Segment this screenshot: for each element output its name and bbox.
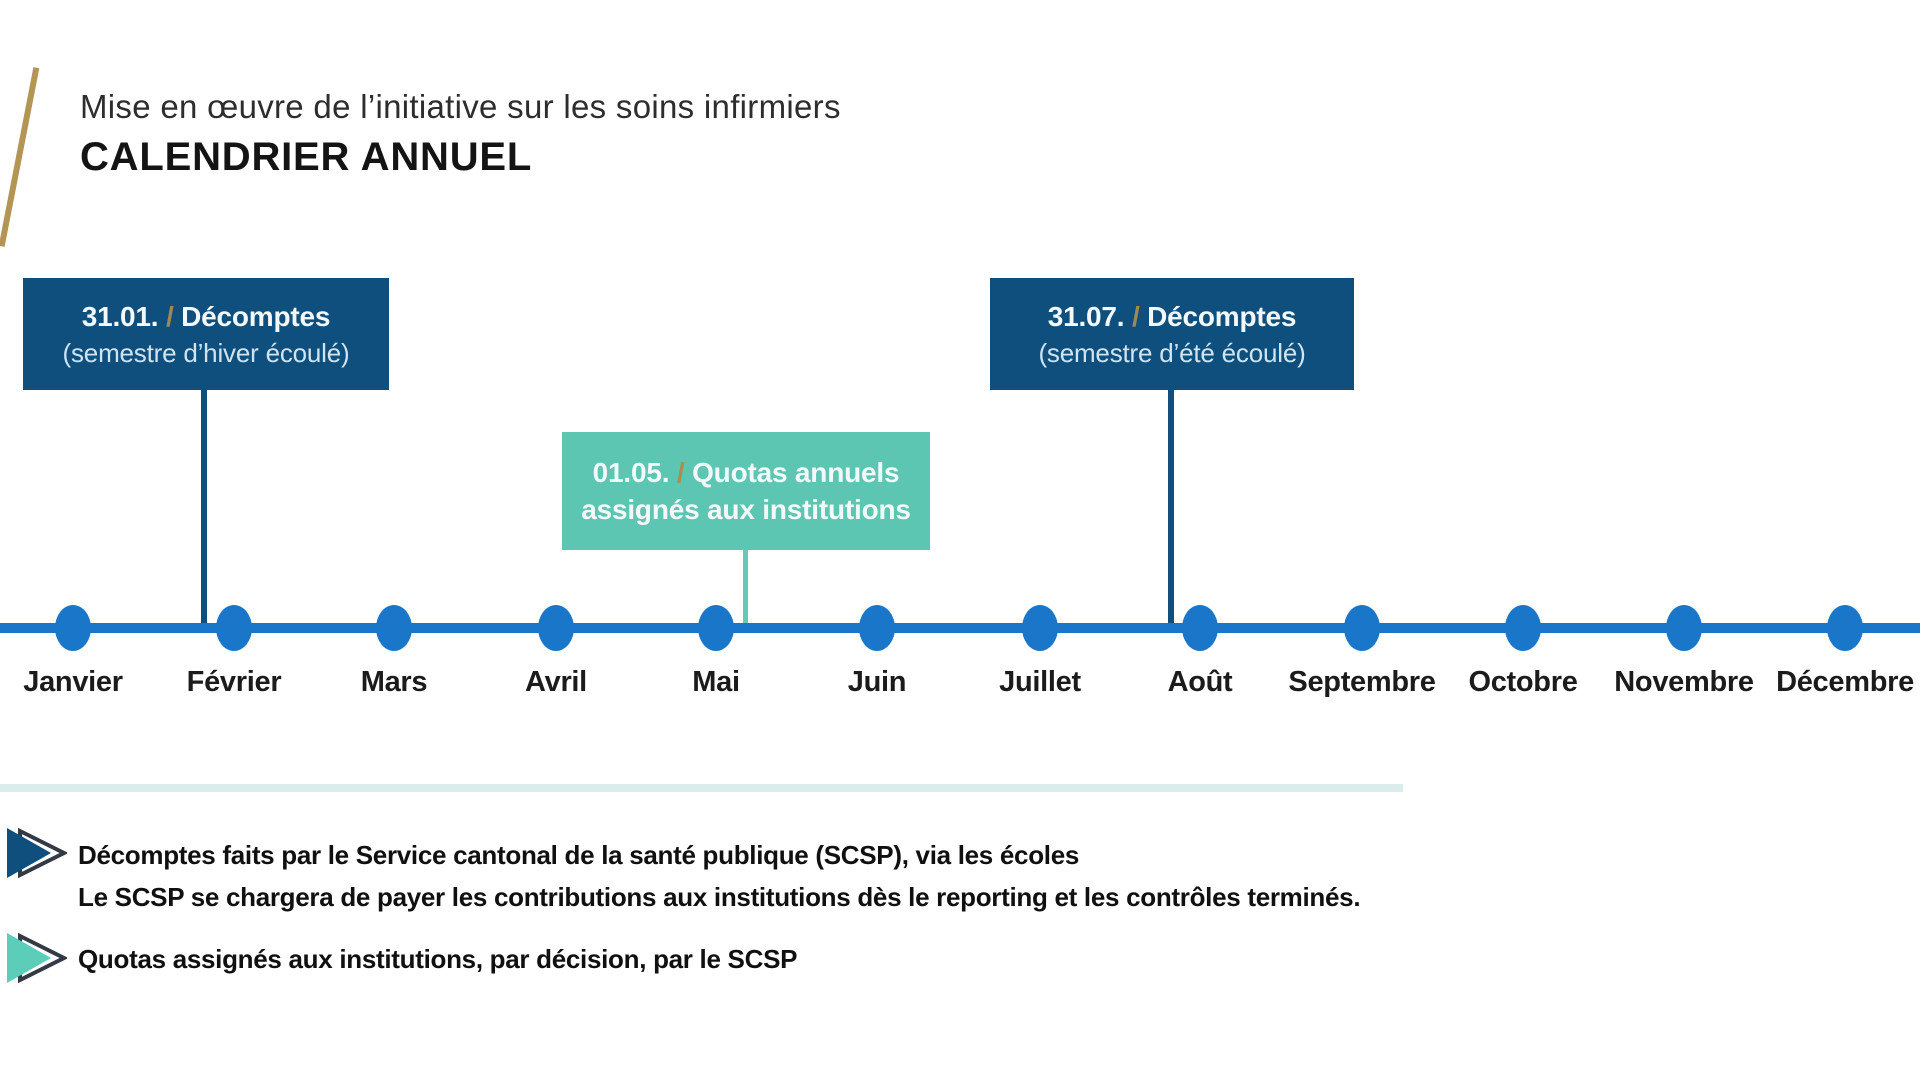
gold-slash-separator: /	[1131, 300, 1140, 332]
month-label-decembre: Décembre	[1776, 666, 1914, 698]
timeline-dot-mai	[698, 605, 734, 651]
timeline-dot-octobre	[1505, 605, 1541, 651]
event-title: 31.07. / Décomptes	[1047, 300, 1297, 332]
month-label-janvier: Janvier	[23, 666, 123, 698]
timeline-dot-novembre	[1666, 605, 1702, 651]
event-date: 01.05.	[592, 456, 670, 488]
event-title: 01.05. / Quotas annuels	[592, 456, 900, 488]
page-subtitle: Mise en œuvre de l’initiative sur les so…	[80, 88, 841, 125]
month-label-aout: Août	[1167, 666, 1233, 698]
timeline-dot-fevrier	[216, 605, 252, 651]
event-connector-31-07	[1168, 390, 1174, 628]
page-title: CALENDRIER ANNUEL	[80, 135, 533, 179]
legend-item-decomptes: Décomptes faits par le Service cantonal …	[78, 834, 1361, 918]
timeline-dot-aout	[1182, 605, 1218, 651]
gold-slash-separator: /	[165, 300, 174, 332]
event-connector-31-01	[201, 390, 207, 628]
month-label-mai: Mai	[692, 666, 740, 698]
legend-line: Le SCSP se chargera de payer les contrib…	[78, 882, 1361, 912]
gold-slash-decoration	[0, 67, 40, 247]
legend-line: Décomptes faits par le Service cantonal …	[78, 840, 1080, 870]
month-label-juillet: Juillet	[999, 666, 1081, 698]
event-box-31-07: 31.07. / Décomptes (semestre d’été écoul…	[990, 278, 1354, 390]
month-label-fevrier: Février	[186, 666, 282, 698]
month-label-septembre: Septembre	[1288, 666, 1436, 698]
event-label: Quotas annuels	[692, 456, 900, 488]
timeline-dot-mars	[376, 605, 412, 651]
event-title: 31.01. / Décomptes	[81, 300, 331, 332]
timeline-dot-decembre	[1827, 605, 1863, 651]
timeline-dot-septembre	[1344, 605, 1380, 651]
event-box-01-05: 01.05. / Quotas annuels assignés aux ins…	[562, 432, 930, 550]
gold-slash-separator: /	[676, 456, 685, 488]
double-arrow-teal-icon	[3, 932, 69, 989]
double-arrow-dark-icon	[3, 827, 69, 884]
timeline-axis	[0, 623, 1920, 633]
timeline-dot-juin	[859, 605, 895, 651]
month-label-octobre: Octobre	[1468, 666, 1578, 698]
legend-line: Quotas assignés aux institutions, par dé…	[78, 944, 798, 974]
legend-item-quotas: Quotas assignés aux institutions, par dé…	[78, 938, 797, 980]
section-divider	[0, 784, 1403, 792]
month-label-juin: Juin	[847, 666, 907, 698]
event-label: Décomptes	[1147, 300, 1297, 332]
timeline-dot-janvier	[55, 605, 91, 651]
event-connector-01-05	[743, 550, 748, 628]
event-date: 31.01.	[81, 300, 159, 332]
month-label-mars: Mars	[360, 666, 428, 698]
title-block: Mise en œuvre de l’initiative sur les so…	[80, 88, 841, 180]
event-date: 31.07.	[1047, 300, 1125, 332]
month-label-avril: Avril	[525, 666, 587, 698]
event-label: Décomptes	[181, 300, 331, 332]
event-subtitle: assignés aux institutions	[581, 493, 911, 525]
event-subtitle: (semestre d’été écoulé)	[1038, 337, 1306, 368]
event-box-31-01: 31.01. / Décomptes (semestre d’hiver éco…	[23, 278, 389, 390]
timeline-dot-juillet	[1022, 605, 1058, 651]
month-label-novembre: Novembre	[1614, 666, 1754, 698]
event-subtitle: (semestre d’hiver écoulé)	[62, 337, 350, 368]
timeline-dot-avril	[538, 605, 574, 651]
